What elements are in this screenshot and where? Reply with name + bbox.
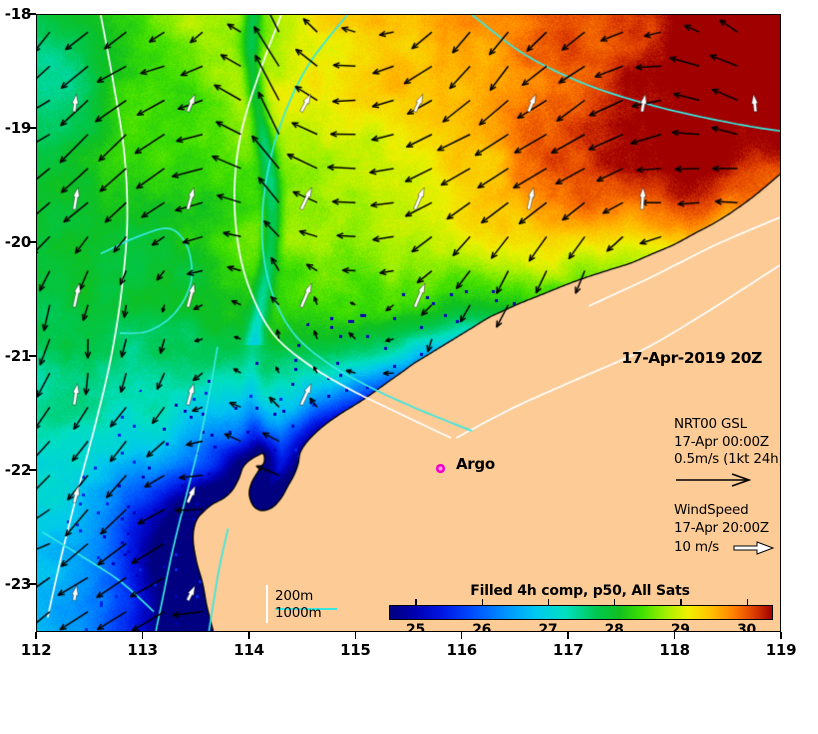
argo-label: Argo [456, 455, 495, 473]
y-tick [29, 355, 36, 357]
y-tick-label: -21 [4, 347, 32, 366]
colorbar-tick-label: 26 [472, 622, 492, 632]
wind-vector-legend: WindSpeed 17-Apr 20:00Z 10 m/s [674, 502, 775, 559]
y-tick [29, 127, 36, 129]
x-tick-label: 116 [446, 641, 477, 659]
x-tick [780, 632, 782, 639]
y-tick [29, 13, 36, 15]
y-tick-label: -19 [4, 119, 32, 138]
x-tick-label: 112 [20, 641, 52, 659]
x-tick-label: 115 [340, 641, 371, 659]
sst-map-figure: 17-Apr-2019 20Z NRT00 GSL 17-Apr 00:00Z … [4, 5, 818, 734]
current-legend-scale: 0.5m/s (1kt 24h) [674, 451, 781, 467]
y-tick-label: -18 [4, 5, 32, 23]
colorbar-tick-label: 25 [406, 622, 425, 632]
colorbar-tick-label: 29 [670, 622, 690, 632]
contour-1000m-label: 1000m [275, 605, 322, 621]
x-tick-label: 119 [765, 641, 797, 659]
contour-200m-label: 200m [275, 588, 314, 604]
x-tick-label: 113 [127, 641, 158, 659]
wind-legend-scale-row: 10 m/s [674, 539, 775, 559]
wind-legend-scale: 10 m/s [674, 539, 720, 555]
colorbar-tick [746, 599, 748, 605]
y-tick [29, 583, 36, 585]
argo-float-annotation[interactable]: Argo [435, 455, 495, 473]
colorbar-tick [547, 599, 550, 605]
colorbar-gradient [389, 605, 773, 620]
y-tick-label: -20 [4, 233, 32, 252]
y-tick-label: -22 [4, 461, 32, 480]
y-tick-label: -23 [4, 575, 32, 594]
x-tick [248, 632, 250, 639]
argo-marker-icon [435, 459, 446, 473]
colorbar-title: Filled 4h comp, p50, All Sats [470, 583, 690, 599]
colorbar-tick [614, 599, 616, 605]
current-legend-arrow [674, 471, 780, 491]
wind-legend-source: WindSpeed [674, 502, 749, 518]
contour-200m-swatch [266, 585, 268, 623]
current-vector-legend: NRT00 GSL 17-Apr 00:00Z 0.5m/s (1kt 24h) [674, 416, 781, 491]
y-tick [29, 241, 36, 243]
current-legend-source: NRT00 GSL [674, 416, 747, 432]
map-plot-area[interactable]: 17-Apr-2019 20Z NRT00 GSL 17-Apr 00:00Z … [36, 14, 781, 632]
colorbar[interactable]: 25 26 27 28 29 30 [389, 599, 773, 631]
x-tick-label: 117 [552, 641, 584, 659]
vectors-and-contours-overlay [37, 15, 780, 631]
colorbar-tick [680, 599, 682, 605]
x-tick [35, 632, 37, 639]
colorbar-tick-label: 27 [538, 622, 558, 632]
contour-1000m-swatch [275, 608, 337, 610]
x-tick [673, 632, 676, 639]
colorbar-tick [415, 599, 417, 605]
wind-legend-time: 17-Apr 20:00Z [674, 519, 769, 536]
current-legend-time: 17-Apr 00:00Z [674, 433, 769, 450]
date-stamp: 17-Apr-2019 20Z [621, 349, 762, 367]
y-tick [29, 469, 36, 471]
bathymetry-legend: 200m 1000m [266, 585, 337, 623]
colorbar-tick-label: 30 [737, 622, 756, 632]
wind-arrow-icon [733, 541, 775, 555]
x-tick [460, 632, 463, 639]
colorbar-tick-label: 28 [604, 622, 624, 632]
x-tick-label: 114 [233, 641, 265, 659]
colorbar-tick [481, 599, 484, 605]
x-tick [141, 632, 144, 639]
x-tick [567, 632, 569, 639]
x-tick [354, 632, 357, 639]
x-tick-label: 118 [659, 641, 690, 659]
